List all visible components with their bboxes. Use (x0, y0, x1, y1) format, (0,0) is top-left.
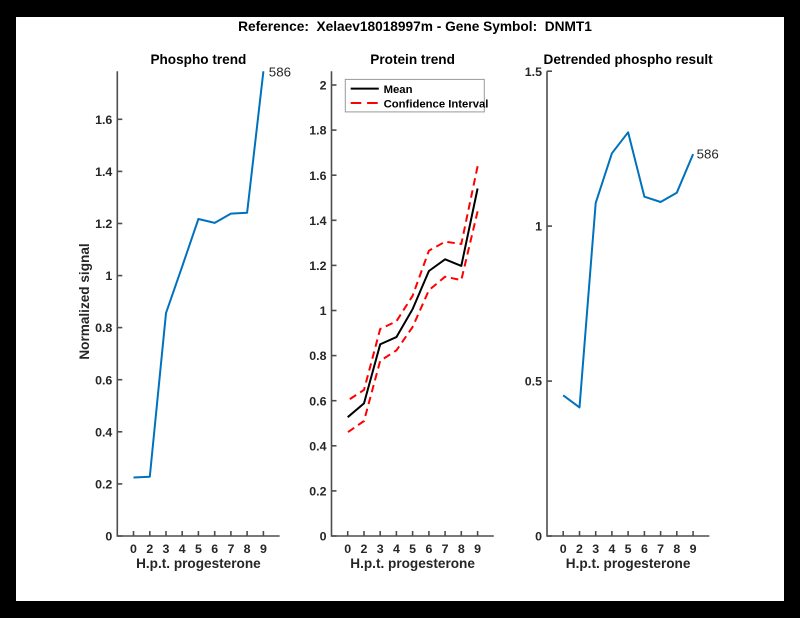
svg-text:2: 2 (576, 542, 583, 556)
svg-text:Normalized signal: Normalized signal (77, 243, 92, 359)
svg-text:H.p.t. progesterone: H.p.t. progesterone (350, 556, 475, 571)
svg-text:7: 7 (657, 542, 664, 556)
svg-text:5: 5 (409, 542, 416, 556)
svg-text:Mean: Mean (384, 84, 413, 96)
svg-text:0.4: 0.4 (309, 439, 326, 453)
svg-text:0.2: 0.2 (95, 478, 112, 492)
svg-text:1.6: 1.6 (309, 169, 326, 183)
svg-text:1: 1 (105, 269, 112, 283)
svg-text:Reference: Xelaev18018997m -: Reference: Xelaev18018997m - Gene Symbol… (238, 19, 592, 34)
svg-text:4: 4 (393, 542, 400, 556)
svg-text:0: 0 (535, 530, 542, 544)
svg-text:1.2: 1.2 (95, 217, 112, 231)
svg-text:5: 5 (625, 542, 632, 556)
svg-text:2: 2 (146, 542, 153, 556)
svg-text:1.2: 1.2 (309, 259, 326, 273)
svg-text:Phospho trend: Phospho trend (150, 52, 246, 67)
svg-text:0.8: 0.8 (95, 321, 112, 335)
svg-text:0.6: 0.6 (95, 373, 112, 387)
svg-text:H.p.t. progesterone: H.p.t. progesterone (566, 556, 691, 571)
svg-text:586: 586 (269, 65, 291, 80)
svg-text:2: 2 (361, 542, 368, 556)
svg-text:0: 0 (344, 542, 351, 556)
svg-text:Detrended phospho result: Detrended phospho result (544, 52, 714, 67)
svg-text:0.8: 0.8 (309, 349, 326, 363)
svg-text:1.4: 1.4 (95, 165, 112, 179)
svg-text:7: 7 (227, 542, 234, 556)
svg-text:9: 9 (260, 542, 267, 556)
svg-text:4: 4 (608, 542, 615, 556)
svg-text:0: 0 (105, 530, 112, 544)
svg-text:586: 586 (697, 147, 719, 162)
svg-text:8: 8 (458, 542, 465, 556)
svg-text:1.8: 1.8 (309, 124, 326, 138)
svg-text:6: 6 (425, 542, 432, 556)
svg-text:6: 6 (211, 542, 218, 556)
svg-text:1.5: 1.5 (525, 65, 542, 79)
svg-text:1: 1 (320, 304, 327, 318)
svg-text:7: 7 (442, 542, 449, 556)
svg-text:3: 3 (592, 542, 599, 556)
svg-text:1.6: 1.6 (95, 113, 112, 127)
svg-text:0: 0 (320, 530, 327, 544)
svg-text:Protein trend: Protein trend (370, 52, 455, 67)
svg-text:3: 3 (163, 542, 170, 556)
svg-text:2: 2 (320, 79, 327, 93)
svg-text:1: 1 (535, 220, 542, 234)
svg-text:0: 0 (560, 542, 567, 556)
svg-text:8: 8 (673, 542, 680, 556)
svg-text:6: 6 (641, 542, 648, 556)
svg-text:1.4: 1.4 (309, 214, 326, 228)
svg-text:Confidence Interval: Confidence Interval (384, 98, 489, 110)
svg-text:9: 9 (474, 542, 481, 556)
svg-text:H.p.t. progesterone: H.p.t. progesterone (136, 556, 261, 571)
svg-text:3: 3 (377, 542, 384, 556)
svg-text:4: 4 (179, 542, 186, 556)
svg-text:0.4: 0.4 (95, 425, 112, 439)
svg-text:5: 5 (195, 542, 202, 556)
svg-text:9: 9 (690, 542, 697, 556)
svg-text:0.2: 0.2 (309, 485, 326, 499)
svg-text:0.5: 0.5 (525, 375, 542, 389)
svg-text:8: 8 (244, 542, 251, 556)
svg-text:0: 0 (130, 542, 137, 556)
svg-text:0.6: 0.6 (309, 394, 326, 408)
